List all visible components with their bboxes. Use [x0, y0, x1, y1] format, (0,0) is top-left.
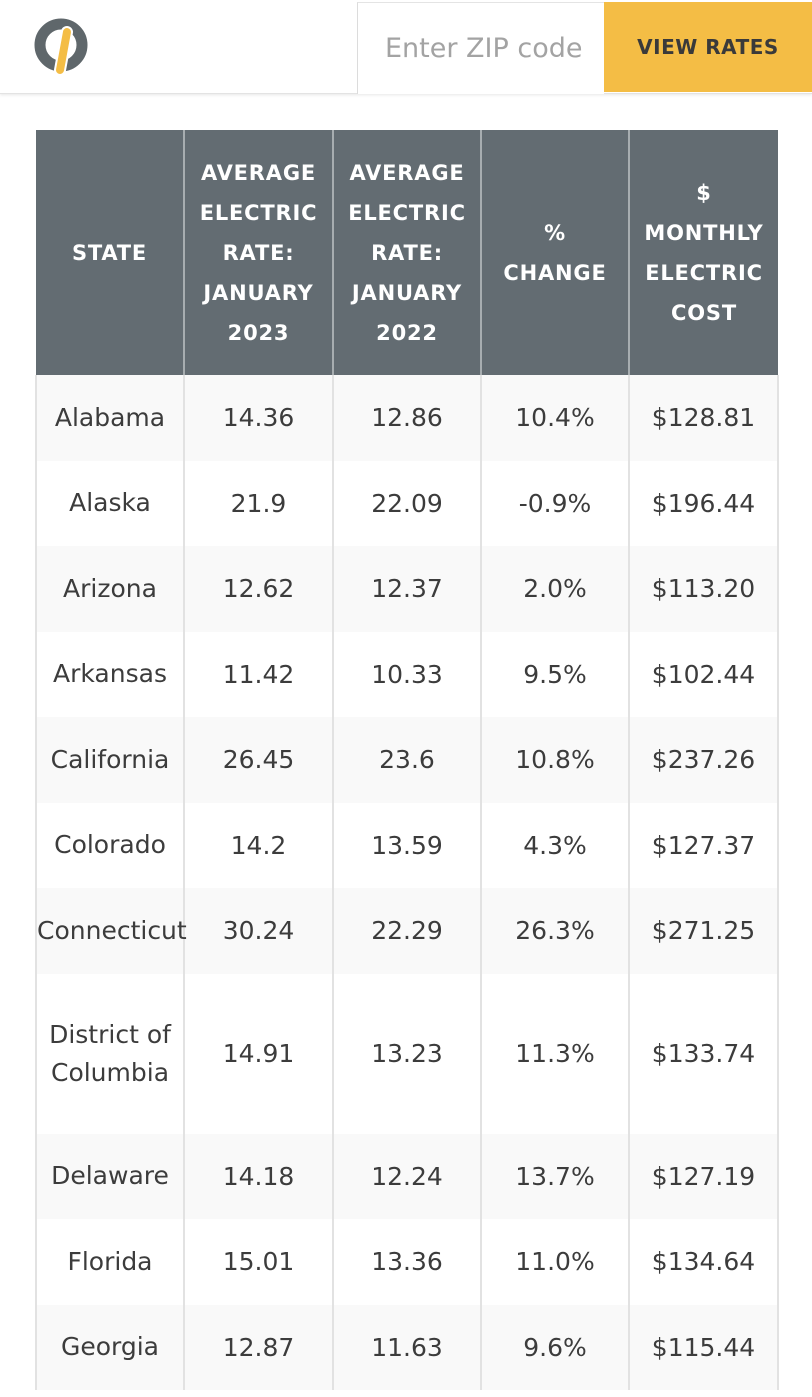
rate-2022-cell: 12.24 — [332, 1133, 481, 1219]
monthly-cost-cell: $102.44 — [628, 631, 779, 717]
state-cell: Arkansas — [35, 631, 184, 717]
rate-2022-cell: 13.59 — [332, 802, 481, 888]
table-row: Alaska 21.9 22.09 -0.9% $196.44 — [35, 460, 779, 546]
rate-2023-cell: 21.9 — [183, 460, 333, 546]
rate-2022-cell: 10.33 — [332, 631, 481, 717]
state-cell: Colorado — [35, 802, 184, 888]
table-row: Delaware 14.18 12.24 13.7% $127.19 — [35, 1133, 779, 1219]
table-row: Alabama 14.36 12.86 10.4% $128.81 — [35, 375, 779, 461]
table-row: Arizona 12.62 12.37 2.0% $113.20 — [35, 546, 779, 632]
rate-2022-cell: 12.86 — [332, 375, 481, 461]
table-row: Connecticut 30.24 22.29 26.3% $271.25 — [35, 888, 779, 974]
percent-change-cell: 2.0% — [480, 546, 629, 632]
rate-2023-cell: 14.2 — [183, 802, 333, 888]
table-row: District of Columbia 14.91 13.23 11.3% $… — [35, 973, 779, 1134]
rate-2023-cell: 26.45 — [183, 717, 333, 803]
column-header-state: STATE — [36, 130, 184, 375]
rate-2022-cell: 13.36 — [332, 1219, 481, 1305]
percent-change-cell: 11.3% — [480, 973, 629, 1134]
state-cell: Georgia — [35, 1304, 184, 1390]
column-header-monthly-cost: $ MONTHLY ELECTRIC COST — [628, 130, 778, 375]
percent-change-cell: 11.0% — [480, 1219, 629, 1305]
table-row: California 26.45 23.6 10.8% $237.26 — [35, 717, 779, 803]
monthly-cost-cell: $113.20 — [628, 546, 779, 632]
percent-change-cell: 9.5% — [480, 631, 629, 717]
state-cell: District of Columbia — [35, 973, 184, 1134]
rate-2022-cell: 12.37 — [332, 546, 481, 632]
zip-code-input[interactable] — [357, 2, 604, 94]
rate-2023-cell: 12.62 — [183, 546, 333, 632]
monthly-cost-cell: $115.44 — [628, 1304, 779, 1390]
percent-change-cell: 26.3% — [480, 888, 629, 974]
electric-rates-table: STATE AVERAGE ELECTRIC RATE: JANUARY 202… — [35, 130, 779, 1390]
rate-2023-cell: 11.42 — [183, 631, 333, 717]
column-header-rate-2023: AVERAGE ELECTRIC RATE: JANUARY 2023 — [183, 130, 333, 375]
percent-change-cell: 13.7% — [480, 1133, 629, 1219]
column-header-rate-2022: AVERAGE ELECTRIC RATE: JANUARY 2022 — [332, 130, 481, 375]
percent-change-cell: 4.3% — [480, 802, 629, 888]
state-cell: Arizona — [35, 546, 184, 632]
percent-change-cell: -0.9% — [480, 460, 629, 546]
monthly-cost-cell: $134.64 — [628, 1219, 779, 1305]
percent-change-cell: 9.6% — [480, 1304, 629, 1390]
table-row: Colorado 14.2 13.59 4.3% $127.37 — [35, 802, 779, 888]
percent-change-cell: 10.8% — [480, 717, 629, 803]
monthly-cost-cell: $237.26 — [628, 717, 779, 803]
rate-2023-cell: 14.36 — [183, 375, 333, 461]
top-bar: VIEW RATES — [0, 0, 812, 94]
rate-2022-cell: 13.23 — [332, 973, 481, 1134]
rate-2023-cell: 14.91 — [183, 973, 333, 1134]
rate-2023-cell: 12.87 — [183, 1304, 333, 1390]
view-rates-button[interactable]: VIEW RATES — [604, 2, 812, 92]
state-cell: Alabama — [35, 375, 184, 461]
monthly-cost-cell: $128.81 — [628, 375, 779, 461]
column-header-percent-change: % CHANGE — [480, 130, 629, 375]
table-header-row: STATE AVERAGE ELECTRIC RATE: JANUARY 202… — [36, 130, 778, 375]
state-cell: Alaska — [35, 460, 184, 546]
monthly-cost-cell: $196.44 — [628, 460, 779, 546]
monthly-cost-cell: $271.25 — [628, 888, 779, 974]
rate-2022-cell: 23.6 — [332, 717, 481, 803]
brand-logo-icon[interactable] — [32, 18, 92, 78]
rate-2022-cell: 22.09 — [332, 460, 481, 546]
table-row: Florida 15.01 13.36 11.0% $134.64 — [35, 1219, 779, 1305]
rate-2022-cell: 22.29 — [332, 888, 481, 974]
monthly-cost-cell: $127.37 — [628, 802, 779, 888]
state-cell: Florida — [35, 1219, 184, 1305]
table-row: Arkansas 11.42 10.33 9.5% $102.44 — [35, 631, 779, 717]
table-row: Georgia 12.87 11.63 9.6% $115.44 — [35, 1304, 779, 1390]
state-cell: Delaware — [35, 1133, 184, 1219]
monthly-cost-cell: $127.19 — [628, 1133, 779, 1219]
monthly-cost-cell: $133.74 — [628, 973, 779, 1134]
rate-2023-cell: 14.18 — [183, 1133, 333, 1219]
state-cell: Connecticut — [35, 888, 187, 974]
state-cell: California — [35, 717, 184, 803]
rate-2023-cell: 15.01 — [183, 1219, 333, 1305]
rate-2022-cell: 11.63 — [332, 1304, 481, 1390]
percent-change-cell: 10.4% — [480, 375, 629, 461]
rate-2023-cell: 30.24 — [183, 888, 333, 974]
